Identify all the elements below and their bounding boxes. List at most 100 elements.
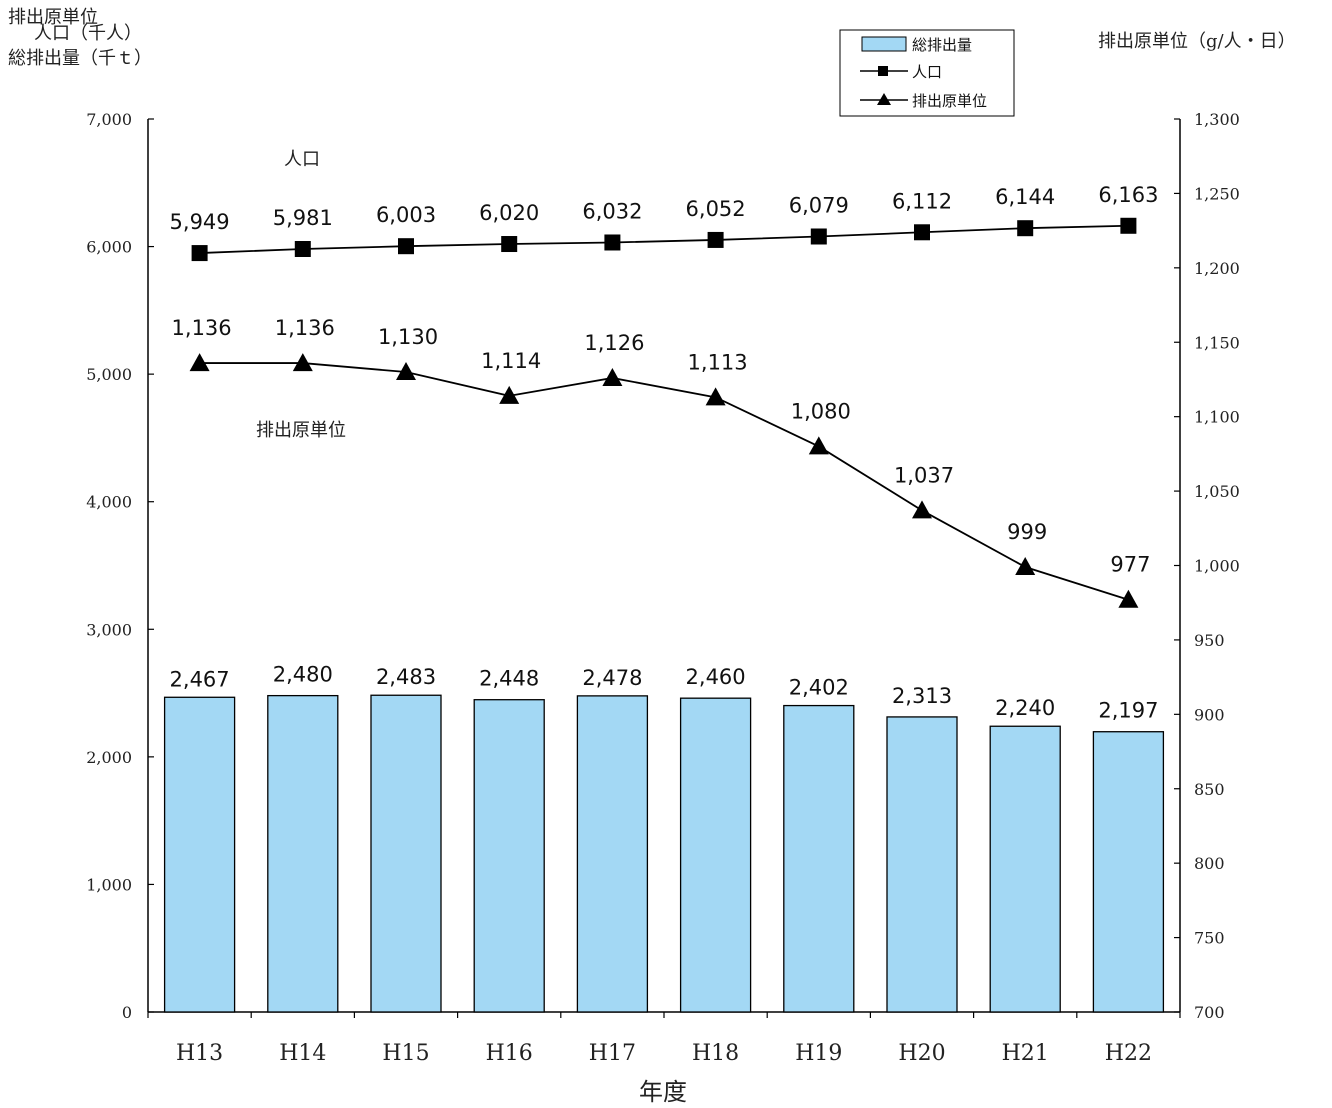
left-tick-label: 4,000 bbox=[86, 493, 132, 512]
bar bbox=[370, 694, 442, 1013]
bar bbox=[576, 695, 649, 1013]
x-tick-label: H19 bbox=[795, 1041, 842, 1066]
unit-data-label: 1,126 bbox=[584, 331, 644, 355]
bar-data-label: 2,480 bbox=[273, 663, 333, 687]
population-data-label: 6,052 bbox=[686, 197, 746, 221]
left-tick-label: 0 bbox=[122, 1003, 132, 1022]
bar bbox=[989, 725, 1061, 1013]
left-axis-title-line3: 総排出量（千ｔ） bbox=[8, 48, 152, 69]
bar-data-label: 2,460 bbox=[686, 665, 746, 689]
bar bbox=[1092, 731, 1165, 1013]
population-point bbox=[604, 234, 621, 251]
left-axis-title-line2: 人口（千人） bbox=[34, 23, 142, 44]
population-data-label: 6,112 bbox=[892, 189, 952, 213]
plot-area: 0 1,000 2,000 3,000 4,000 5,000 6,000 7,000 700 7… bbox=[86, 110, 1240, 1066]
unit-data-label: 999 bbox=[1007, 520, 1047, 544]
unit-point bbox=[808, 436, 829, 455]
unit-line bbox=[199, 362, 1129, 601]
unit-data-label: 1,113 bbox=[688, 350, 748, 374]
left-axis-title-line1: 排出原単位 bbox=[8, 7, 98, 28]
x-tick-label: H22 bbox=[1105, 1041, 1152, 1066]
bar-data-label: 2,240 bbox=[995, 696, 1055, 720]
unit-data-label: 1,080 bbox=[791, 399, 851, 423]
x-tick-label: H13 bbox=[176, 1041, 223, 1066]
unit-point bbox=[1015, 556, 1036, 575]
left-tick-label: 2,000 bbox=[86, 748, 132, 767]
population-point bbox=[294, 240, 311, 257]
bar-data-label: 2,448 bbox=[479, 667, 539, 691]
right-tick-label: 800 bbox=[1194, 854, 1225, 873]
x-axis-title: 年度 bbox=[639, 1078, 687, 1106]
right-tick-label: 700 bbox=[1194, 1003, 1225, 1022]
x-tick-label: H18 bbox=[692, 1041, 739, 1066]
population-data-label: 6,003 bbox=[376, 203, 436, 227]
population-point bbox=[914, 224, 930, 241]
bar bbox=[886, 716, 958, 1013]
right-tick-label: 1,200 bbox=[1194, 259, 1240, 278]
unit-point bbox=[189, 353, 210, 372]
unit-data-label: 977 bbox=[1110, 553, 1150, 577]
legend-label-population: 人口 bbox=[912, 63, 942, 81]
left-tick-label: 7,000 bbox=[86, 110, 132, 129]
bar-data-label: 2,313 bbox=[892, 684, 952, 708]
bar-data-label: 2,483 bbox=[376, 665, 436, 689]
x-tick-label: H20 bbox=[898, 1041, 945, 1066]
population-data-label: 6,079 bbox=[789, 193, 849, 217]
population-data-label: 6,144 bbox=[995, 185, 1055, 209]
unit-point bbox=[912, 500, 932, 519]
population-point bbox=[707, 231, 724, 248]
population-point bbox=[398, 238, 414, 255]
unit-point bbox=[705, 387, 726, 406]
population-data-label: 6,032 bbox=[582, 199, 642, 223]
population-data-label: 5,981 bbox=[273, 206, 333, 230]
population-data-label: 6,163 bbox=[1098, 183, 1158, 207]
x-tick-label: H14 bbox=[279, 1041, 326, 1066]
left-tick-label: 5,000 bbox=[86, 365, 132, 384]
right-tick-label: 900 bbox=[1194, 705, 1225, 724]
population-annotation: 人口 bbox=[284, 149, 320, 170]
bar bbox=[783, 704, 855, 1013]
left-tick-label: 1,000 bbox=[86, 875, 132, 894]
population-point bbox=[1017, 220, 1034, 237]
bar bbox=[163, 696, 236, 1013]
unit-data-label: 1,130 bbox=[378, 325, 438, 349]
population-point bbox=[810, 228, 827, 245]
bar-data-label: 2,478 bbox=[582, 666, 642, 690]
unit-data-label: 1,037 bbox=[894, 463, 954, 487]
bar bbox=[473, 699, 545, 1013]
right-tick-label: 750 bbox=[1194, 929, 1225, 948]
population-line bbox=[199, 224, 1129, 254]
right-tick-label: 1,250 bbox=[1194, 184, 1240, 203]
population-point bbox=[1120, 217, 1137, 234]
unit-point bbox=[602, 367, 623, 386]
legend-label-unit: 排出原単位 bbox=[912, 92, 987, 110]
legend-triangle-marker-icon bbox=[877, 93, 891, 105]
population-data-label: 6,020 bbox=[479, 201, 539, 225]
right-tick-label: 1,050 bbox=[1194, 482, 1240, 501]
right-tick-label: 1,000 bbox=[1194, 557, 1240, 576]
unit-annotation: 排出原単位 bbox=[256, 420, 346, 441]
x-tick-label: H15 bbox=[382, 1041, 429, 1066]
left-tick-label: 6,000 bbox=[86, 238, 132, 257]
unit-point bbox=[1118, 589, 1139, 608]
bar-data-label: 2,467 bbox=[170, 667, 230, 691]
unit-point bbox=[396, 362, 416, 381]
x-tick-label: H17 bbox=[589, 1041, 636, 1066]
unit-data-label: 1,136 bbox=[275, 316, 335, 340]
population-point bbox=[501, 236, 518, 253]
legend-bar-swatch bbox=[861, 36, 907, 52]
x-tick-label: H21 bbox=[1002, 1041, 1049, 1066]
right-axis-title: 排出原単位（g/人・日） bbox=[1098, 31, 1296, 52]
x-tick-label: H16 bbox=[486, 1041, 533, 1066]
legend-label-total: 総排出量 bbox=[912, 36, 972, 54]
right-tick-label: 1,300 bbox=[1194, 110, 1240, 129]
right-tick-label: 850 bbox=[1194, 780, 1225, 799]
right-tick-label: 1,100 bbox=[1194, 408, 1240, 427]
bar-data-label: 2,197 bbox=[1098, 699, 1158, 723]
unit-point bbox=[292, 353, 313, 372]
bar-data-label: 2,402 bbox=[789, 676, 849, 700]
left-tick-label: 3,000 bbox=[86, 620, 132, 639]
unit-point bbox=[499, 385, 520, 404]
legend-square-marker-icon bbox=[878, 66, 888, 76]
